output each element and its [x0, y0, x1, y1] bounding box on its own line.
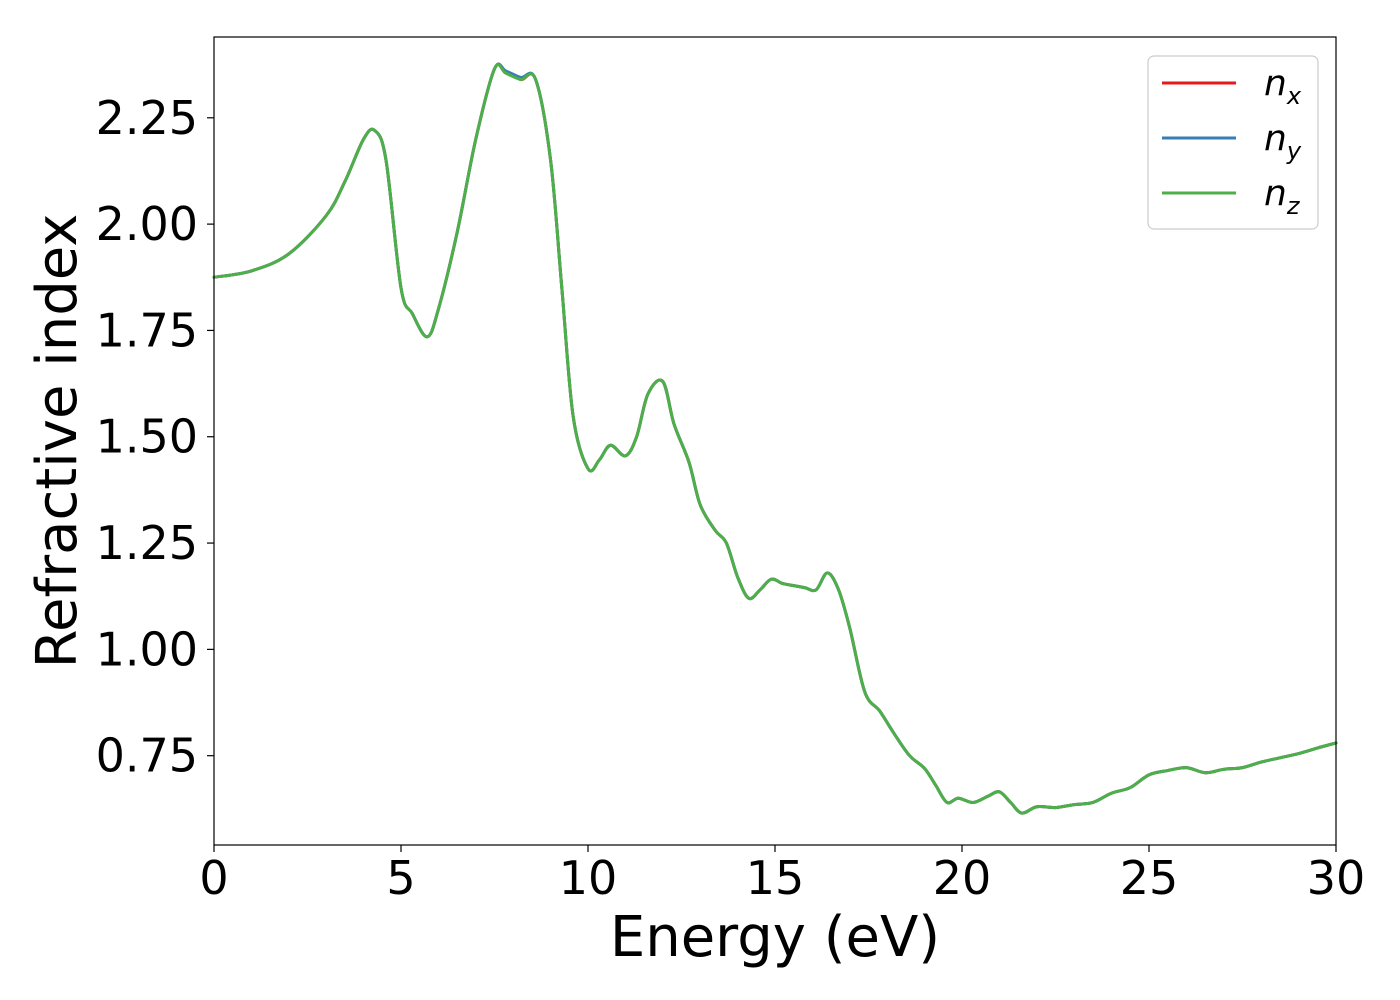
x-axis-ticks: 0 5 10 15 20 25 30 [199, 845, 1365, 905]
x-tick-label: 10 [559, 851, 618, 905]
y-tick-label: 2.25 [96, 91, 198, 145]
y-tick-label: 1.25 [96, 516, 198, 570]
legend-label-n-z: nz [1264, 173, 1301, 220]
x-tick-label: 5 [386, 851, 415, 905]
x-tick-label: 15 [746, 851, 805, 905]
y-tick-label: 1.00 [96, 622, 198, 676]
x-axis-title: Energy (eV) [610, 905, 940, 970]
y-tick-label: 1.75 [96, 303, 198, 357]
x-tick-label: 30 [1307, 851, 1366, 905]
series-layer [212, 62, 1338, 815]
y-axis-ticks: 0.75 1.00 1.25 1.50 1.75 2.00 2.25 [96, 91, 214, 783]
x-tick-label: 20 [933, 851, 992, 905]
y-axis-title: Refractive index [25, 214, 90, 669]
series-line-n-z [212, 63, 1338, 815]
x-tick-label: 25 [1120, 851, 1179, 905]
x-tick-label: 0 [199, 851, 228, 905]
legend-box [1147, 55, 1319, 230]
y-tick-label: 0.75 [96, 729, 198, 783]
y-tick-label: 2.00 [96, 197, 198, 251]
y-tick-label: 1.50 [96, 410, 198, 464]
